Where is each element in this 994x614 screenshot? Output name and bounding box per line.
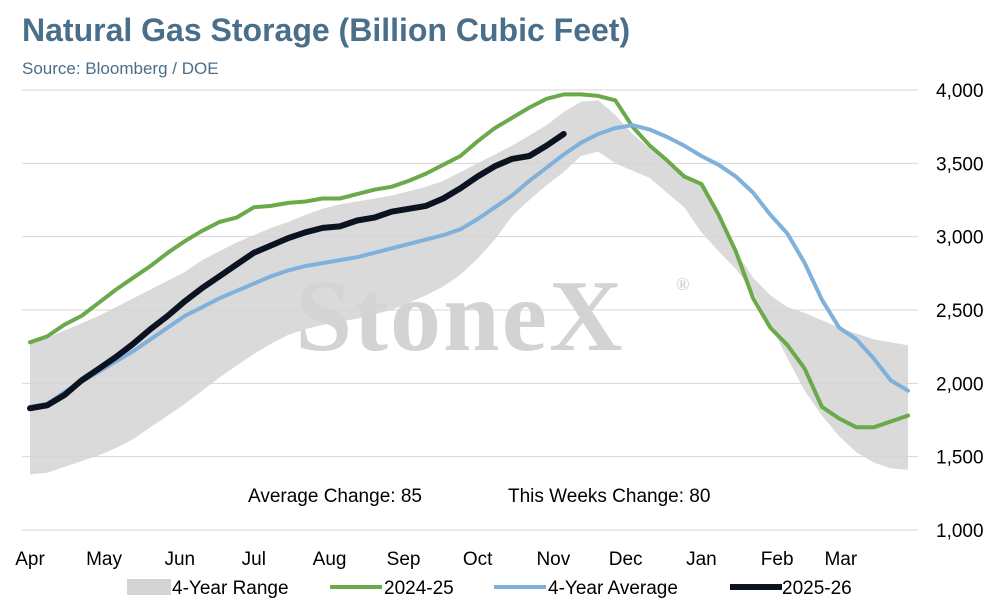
x-tick-label: May — [86, 549, 122, 570]
x-tick-label: Nov — [536, 549, 570, 570]
chart-title: Natural Gas Storage (Billion Cubic Feet) — [22, 12, 631, 48]
x-axis-ticks: Apr May Jun Jul Aug Sep Oct Nov Dec Jan Feb Mar — [15, 549, 858, 570]
legend-range-swatch — [127, 579, 171, 595]
x-tick-label: Jan — [686, 549, 717, 570]
y-tick-label: 3,000 — [936, 228, 984, 249]
y-tick-label: 3,500 — [936, 154, 984, 175]
range-layer — [30, 100, 908, 475]
series-layer — [27, 92, 910, 430]
series-average-line — [28, 123, 910, 409]
x-tick-label: Sep — [387, 549, 421, 570]
x-tick-label: Oct — [463, 549, 493, 570]
legend-2025-26-label: 2025-26 — [782, 578, 852, 599]
series-2024-25-line — [28, 92, 910, 430]
y-tick-label: 4,000 — [936, 81, 984, 102]
x-tick-label: Jun — [164, 549, 195, 570]
y-axis-ticks: 1,000 1,500 2,000 2,500 3,000 3,500 4,000 — [936, 81, 984, 542]
y-tick-label: 2,500 — [936, 301, 984, 322]
average-change-annotation: Average Change: 85 — [248, 486, 422, 507]
range-band — [30, 100, 908, 475]
legend-2024-25-label: 2024-25 — [384, 578, 454, 599]
weekly-change-annotation: This Weeks Change: 80 — [508, 486, 710, 507]
chart-subtitle: Source: Bloomberg / DOE — [22, 59, 219, 78]
watermark-registered-mark: ® — [676, 274, 689, 294]
legend: 4-Year Range 2024-25 4-Year Average 2025-26 — [127, 578, 852, 599]
series-2025-26-line — [27, 131, 567, 412]
x-tick-label: Aug — [313, 549, 347, 570]
x-tick-label: Mar — [824, 549, 857, 570]
x-tick-label: Jul — [242, 549, 266, 570]
y-tick-label: 1,500 — [936, 448, 984, 469]
legend-average-label: 4-Year Average — [548, 578, 678, 599]
y-tick-label: 1,000 — [936, 521, 984, 542]
x-tick-label: Feb — [761, 549, 794, 570]
y-tick-label: 2,000 — [936, 374, 984, 395]
x-tick-label: Apr — [15, 549, 45, 570]
x-tick-label: Dec — [609, 549, 643, 570]
legend-range-label: 4-Year Range — [172, 578, 289, 599]
